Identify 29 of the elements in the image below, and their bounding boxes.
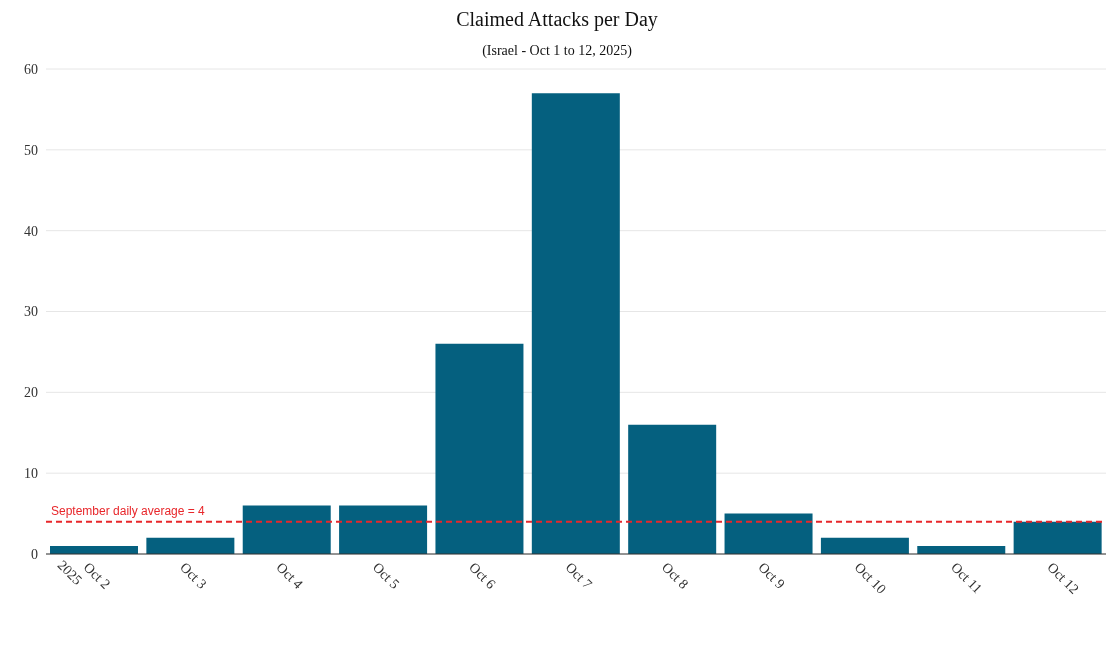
x-tick-label: Oct 6 xyxy=(466,559,499,592)
y-tick-label: 60 xyxy=(24,61,38,77)
x-tick-label: Oct 10 xyxy=(851,559,889,597)
x-tick-label: Oct 11 xyxy=(948,559,985,597)
bar xyxy=(146,537,235,554)
bar xyxy=(724,513,813,554)
y-tick-label: 40 xyxy=(24,223,38,239)
chart-title: Claimed Attacks per Day xyxy=(455,8,659,31)
bar xyxy=(820,537,909,554)
y-tick-label: 50 xyxy=(24,142,38,158)
ref-line-label: September daily average = 4 xyxy=(51,503,206,518)
y-tick-label: 20 xyxy=(24,385,38,401)
x-tick-label: Oct 5 xyxy=(369,559,403,592)
x-tick-label: Oct 12 xyxy=(1044,559,1082,597)
x-tick-label: Oct 8 xyxy=(658,559,692,592)
x-tick-label: Oct 3 xyxy=(177,559,210,592)
y-tick-label: 0 xyxy=(31,546,38,562)
x-tick-label: Oct 4 xyxy=(273,559,306,592)
y-tick-label: 30 xyxy=(24,304,38,320)
bar xyxy=(339,505,428,554)
bar xyxy=(628,424,717,554)
x-tick-label: Oct 7 xyxy=(562,559,595,592)
y-tick-label: 10 xyxy=(24,466,38,482)
bar xyxy=(1013,521,1102,554)
bar xyxy=(242,505,331,554)
chart-subtitle: (Israel - Oct 1 to 12, 2025) xyxy=(481,43,633,59)
bar xyxy=(435,343,524,554)
bar xyxy=(531,93,620,554)
x-tick-label: Oct 9 xyxy=(755,559,788,592)
